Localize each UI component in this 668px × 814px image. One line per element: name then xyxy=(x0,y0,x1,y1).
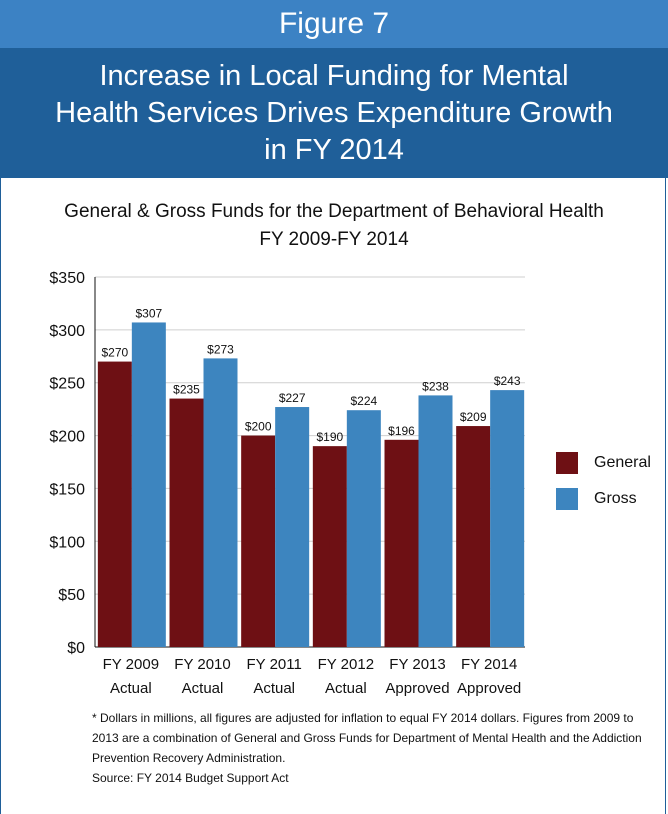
y-tick-label: $0 xyxy=(67,640,85,657)
x-tick-label: Actual xyxy=(110,680,152,697)
footnote-source: Source: FY 2014 Budget Support Act xyxy=(92,771,289,785)
y-tick-label: $50 xyxy=(58,587,85,604)
x-tick-label: Approved xyxy=(457,680,521,697)
data-label: $190 xyxy=(316,430,343,444)
data-label: $238 xyxy=(422,379,449,393)
data-label: $235 xyxy=(173,383,200,397)
bar-general xyxy=(384,439,419,647)
chart-subtitle: FY 2009-FY 2014 xyxy=(259,229,409,250)
legend-label-general: General xyxy=(594,454,651,471)
bar-gross xyxy=(203,358,238,647)
data-label: $209 xyxy=(460,410,487,424)
data-label: $200 xyxy=(245,420,272,434)
bar-general xyxy=(312,446,347,647)
x-tick-label: FY 2014 xyxy=(461,656,517,673)
headline-line-2: Health Services Drives Expenditure Growt… xyxy=(55,96,613,129)
figure-label: Figure 7 xyxy=(0,0,668,48)
data-label: $227 xyxy=(279,391,306,405)
y-tick-label: $100 xyxy=(49,534,85,551)
footnote-line-1: * Dollars in millions, all figures are a… xyxy=(92,711,634,725)
y-tick-label: $200 xyxy=(49,429,85,446)
chart-title: General & Gross Funds for the Department… xyxy=(64,201,604,222)
x-tick-label: FY 2013 xyxy=(389,656,445,673)
bar-gross xyxy=(418,395,453,647)
footnote-line-2: 2013 are a combination of General and Gr… xyxy=(92,731,642,745)
x-tick-label: FY 2012 xyxy=(318,656,374,673)
chart-legend: General Gross xyxy=(556,445,651,517)
bar-chart: $0 $50 $100 $150 $200 $250 $300 $350 $270 $307 FY … xyxy=(49,270,525,697)
figure-headline: Increase in Local Funding for Mental Hea… xyxy=(0,48,668,178)
legend-item-general: General xyxy=(556,445,651,481)
x-tick-label: Actual xyxy=(325,680,367,697)
legend-item-gross: Gross xyxy=(556,481,651,517)
bar-gross xyxy=(490,390,525,647)
data-label: $307 xyxy=(135,306,162,320)
headline-line-1: Increase in Local Funding for Mental xyxy=(99,59,569,92)
bar-general xyxy=(241,435,276,647)
x-tick-label: Actual xyxy=(253,680,295,697)
data-label: $196 xyxy=(388,424,415,438)
bar-general xyxy=(169,398,204,647)
data-label: $243 xyxy=(494,374,521,388)
data-label: $273 xyxy=(207,342,234,356)
bar-gross xyxy=(275,407,310,647)
headline-line-3: in FY 2014 xyxy=(264,133,404,166)
footnote-line-3: Prevention Recovery Administration. xyxy=(92,751,286,765)
y-tick-label: $250 xyxy=(49,376,85,393)
bar-general xyxy=(456,426,491,647)
bar-gross xyxy=(346,410,381,647)
y-tick-label: $350 xyxy=(49,270,85,287)
data-label: $270 xyxy=(101,346,128,360)
x-tick-label: FY 2009 xyxy=(103,656,159,673)
legend-swatch-gross xyxy=(556,488,578,510)
x-tick-label: Approved xyxy=(385,680,449,697)
legend-swatch-general xyxy=(556,452,578,474)
y-tick-label: $300 xyxy=(49,323,85,340)
data-label: $224 xyxy=(350,394,377,408)
y-tick-label: $150 xyxy=(49,481,85,498)
footnote: * Dollars in millions, all figures are a… xyxy=(92,708,652,788)
x-tick-label: FY 2011 xyxy=(247,656,302,673)
chart-title-block: General & Gross Funds for the Department… xyxy=(0,198,668,254)
x-tick-label: Actual xyxy=(182,680,224,697)
bar-general xyxy=(97,361,132,647)
legend-label-gross: Gross xyxy=(594,490,637,507)
bar-gross xyxy=(131,322,166,647)
x-tick-label: FY 2010 xyxy=(174,656,230,673)
